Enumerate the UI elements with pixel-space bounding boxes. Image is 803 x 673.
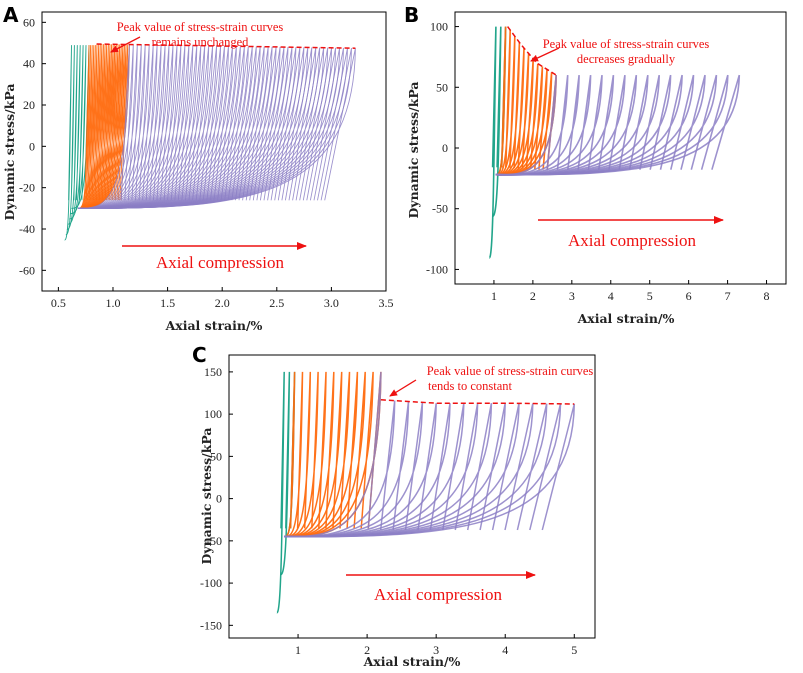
- y-tick-label: 50: [210, 449, 222, 463]
- y-tick-label: -100: [200, 576, 222, 590]
- annotation-arrow: [530, 47, 560, 62]
- y-tick-label: -50: [432, 202, 448, 216]
- peak-trend-line: [380, 399, 575, 405]
- x-tick-label: 6: [686, 289, 692, 303]
- y-axis-label: Dynamic stress/kPa: [199, 427, 214, 564]
- loop-green: [70, 45, 87, 215]
- y-axis-label: Dynamic stress/kPa: [406, 81, 421, 218]
- x-tick-label: 3: [433, 643, 439, 657]
- plot-frame: [41, 11, 387, 292]
- annotation-line-1: Peak value of stress-strain curves: [543, 37, 710, 51]
- y-tick-label: 50: [436, 80, 448, 94]
- loop-green: [276, 371, 285, 614]
- compression-label: Axial compression: [156, 253, 284, 272]
- loop-green: [66, 45, 78, 230]
- x-axis-label: Axial strain/%: [363, 654, 461, 669]
- loop-orange: [284, 371, 359, 538]
- loop-green: [65, 45, 75, 236]
- x-tick-label: 5: [571, 643, 577, 657]
- y-tick-label: -20: [19, 181, 35, 195]
- compression-label: Axial compression: [568, 231, 696, 250]
- peak-trend-line: [506, 26, 557, 76]
- chart-panel-a: A 0.5 1.0 1.5 2.0 2.5 3.0 3.5 -60 -40 -20 0 20 40 60…: [2, 3, 394, 333]
- x-tick-label: 3.0: [324, 296, 339, 310]
- x-tick-label: 2: [364, 643, 370, 657]
- plot-frame: [228, 354, 596, 639]
- y-tick-label: -150: [200, 618, 222, 632]
- loop-green: [491, 26, 502, 218]
- y-axis-label: Dynamic stress/kPa: [2, 83, 17, 220]
- x-tick-label: 3.5: [379, 296, 394, 310]
- loop-green: [488, 26, 497, 259]
- y-tick-label: 100: [430, 20, 448, 34]
- x-tick-label: 2.5: [269, 296, 284, 310]
- y-tick-label: 150: [204, 365, 222, 379]
- loop-purple: [495, 74, 741, 176]
- annotation-line-2: decreases gradually: [577, 52, 676, 66]
- panel-label-a: A: [3, 3, 19, 27]
- x-tick-label: 3: [569, 289, 575, 303]
- loop-green: [69, 45, 84, 220]
- chart-panel-c: C 1 2 3 4 5 -150 -100 -50 0 50 100 150 Axial strai…: [192, 343, 596, 669]
- y-tick-label: -60: [19, 263, 35, 277]
- compression-label: Axial compression: [374, 585, 502, 604]
- x-axis-label: Axial strain/%: [165, 318, 263, 333]
- annotation-arrow: [110, 36, 141, 53]
- x-tick-label: 1: [491, 289, 497, 303]
- y-tick-label: 20: [23, 98, 35, 112]
- x-axis-label: Axial strain/%: [577, 311, 675, 326]
- x-tick-label: 7: [725, 289, 731, 303]
- y-tick-label: -50: [206, 534, 222, 548]
- x-tick-label: 2: [530, 289, 536, 303]
- annotation-line-1: Peak value of stress-strain curves: [427, 364, 594, 378]
- y-tick-label: 0: [29, 139, 35, 153]
- annotation-line-2: remains unchanged: [152, 35, 250, 49]
- peak-trend-line: [96, 43, 356, 49]
- x-tick-label: 1.5: [160, 296, 175, 310]
- loop-purple: [284, 403, 576, 538]
- panel-label-b: B: [404, 3, 419, 27]
- y-tick-label: -40: [19, 222, 35, 236]
- x-tick-label: 8: [764, 289, 770, 303]
- loop-green: [280, 371, 291, 576]
- panel-label-c: C: [192, 343, 207, 367]
- y-tick-label: 40: [23, 57, 35, 71]
- x-tick-label: 0.5: [51, 296, 66, 310]
- annotation-arrow: [389, 379, 417, 397]
- loop-green: [67, 45, 81, 225]
- x-tick-label: 4: [608, 289, 614, 303]
- y-tick-label: 100: [204, 407, 222, 421]
- x-tick-label: 4: [502, 643, 508, 657]
- y-tick-label: 0: [442, 141, 448, 155]
- annotation-line-2: tends to constant: [428, 379, 513, 393]
- loop-purple: [77, 48, 356, 209]
- annotation-line-1: Peak value of stress-strain curves: [117, 20, 284, 34]
- y-tick-label: -100: [426, 262, 448, 276]
- x-tick-label: 1.0: [105, 296, 120, 310]
- x-tick-label: 1: [295, 643, 301, 657]
- y-tick-label: 0: [216, 492, 222, 506]
- y-tick-label: 60: [23, 15, 35, 29]
- x-tick-label: 2.0: [215, 296, 230, 310]
- loop-green: [64, 45, 72, 241]
- x-tick-label: 5: [647, 289, 653, 303]
